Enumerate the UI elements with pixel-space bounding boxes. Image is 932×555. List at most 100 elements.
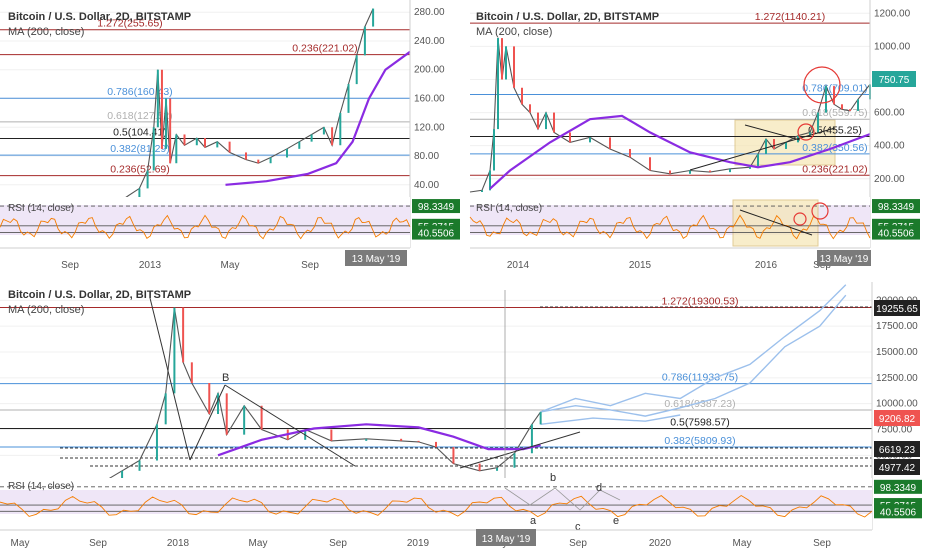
panel-3-wave-b-label: B xyxy=(222,372,229,384)
panel-3-projections xyxy=(540,284,847,425)
panel-2-date-badge-text: 13 May '19 xyxy=(820,254,869,265)
projection-line-2 xyxy=(540,414,681,425)
fib-label-0: 1.272(1140.21) xyxy=(755,11,825,23)
fib-label-0: 1.272(19300.53) xyxy=(661,296,738,308)
panel-2-ma-series xyxy=(489,114,871,190)
rsi-line xyxy=(0,494,873,518)
panel-3-subtitle: MA (200, close) xyxy=(8,304,84,316)
panel-3-wave-c: c xyxy=(575,521,581,533)
panel-3-ma-series xyxy=(217,423,541,457)
panel-2-fib-levels: 1.272(1140.21)0.786(709.01)0.618(559.75)… xyxy=(470,11,870,176)
price-tick-4: 10000.00 xyxy=(876,399,918,410)
panel-3-badge-top-text: 19255.65 xyxy=(876,304,918,315)
panel-2-grid xyxy=(470,12,870,180)
price-tick-6: 40.00 xyxy=(414,180,439,191)
rsi-badge-2 xyxy=(412,225,460,240)
panel-1-ma-series xyxy=(225,50,411,186)
panel-2-rsi-circle-small xyxy=(793,212,807,226)
price-tick-4: 120.00 xyxy=(414,122,445,133)
price-tick-3: 160.00 xyxy=(414,94,445,105)
rsi-badge-2 xyxy=(874,504,922,519)
ma-line xyxy=(489,114,871,190)
fib-label-0: 1.272(255.65) xyxy=(97,18,162,30)
panel-3: 1.272(19300.53) 0.786(11933.75) 0.618(9387… xyxy=(0,282,922,549)
projection-line-1 xyxy=(540,294,847,417)
panel-3-wave-e: e xyxy=(613,515,619,527)
price-tick-1: 1000.00 xyxy=(874,41,911,52)
panel-2-subtitle: MA (200, close) xyxy=(476,26,552,38)
rsi-badge-0 xyxy=(412,199,460,214)
time-tick-10: Sep xyxy=(813,538,831,549)
time-tick-2: 2016 xyxy=(755,260,778,271)
time-tick-9: May xyxy=(733,538,752,549)
rsi-badge-text-2: 40.5506 xyxy=(418,229,455,240)
panel-2-circle-annotation-small xyxy=(797,123,815,141)
panel-2-rsi: 98.334955.271540.5506 xyxy=(469,199,920,240)
time-tick-7: Sep xyxy=(569,538,587,549)
panel-2-time-axis: 201420152016Sep xyxy=(507,260,831,271)
fib-label-5: 0.382(81.29) xyxy=(110,143,170,155)
panel-3-date-badge xyxy=(476,529,536,546)
panel-2-current-price-text: 750.75 xyxy=(879,75,910,86)
panel-1-subtitle: MA (200, close) xyxy=(8,26,84,38)
price-tick-4: 400.00 xyxy=(874,141,905,152)
time-tick-2: 2018 xyxy=(167,538,190,549)
time-tick-0: Sep xyxy=(61,260,79,271)
rsi-line xyxy=(0,214,411,240)
price-tick-5: 7500.00 xyxy=(876,425,913,436)
ma-line xyxy=(217,423,541,457)
panel-2-trendline-lower xyxy=(689,127,836,171)
rsi-badge-text-0: 98.3349 xyxy=(418,202,455,213)
time-tick-1: Sep xyxy=(89,538,107,549)
fib-label-2: 0.618(9387.23) xyxy=(664,398,735,410)
fib-label-3: 0.5(455.25) xyxy=(808,125,862,137)
time-tick-1: 2015 xyxy=(629,260,652,271)
panel-3-trend-d xyxy=(459,431,581,469)
price-tick-1: 240.00 xyxy=(414,36,445,47)
rsi-line xyxy=(469,214,871,240)
panel-2-circle-annotation xyxy=(803,66,841,104)
fib-label-1: 0.786(11933.75) xyxy=(662,372,738,384)
price-tick-5: 80.00 xyxy=(414,151,439,162)
panel-3-wave-d: d xyxy=(596,482,602,494)
panel-1: 1.272(255.65)0.236(221.02)0.786(160.43)0… xyxy=(0,0,460,271)
time-tick-3: May xyxy=(249,538,268,549)
panel-3-badge-top xyxy=(874,300,920,316)
price-tick-0: 1200.00 xyxy=(874,8,911,19)
time-tick-5: 2019 xyxy=(407,538,430,549)
fib-label-4: 0.382(5809.93) xyxy=(664,435,735,447)
fib-label-1: 0.236(221.02) xyxy=(292,43,357,55)
panel-3-date-badge-text: 13 May '19 xyxy=(482,534,531,545)
panel-3-badge-low xyxy=(874,459,920,475)
time-tick-0: May xyxy=(11,538,30,549)
time-tick-1: 2013 xyxy=(139,260,162,271)
panel-2-title: Bitcoin / U.S. Dollar, 2D, BITSTAMP xyxy=(476,11,659,23)
panel-3-title: Bitcoin / U.S. Dollar, 2D, BITSTAMP xyxy=(8,289,191,301)
panel-2-current-price-badge xyxy=(872,71,916,87)
fib-label-4: 0.5(104.41) xyxy=(113,126,167,138)
price-tick-0: 280.00 xyxy=(414,7,445,18)
rsi-badge-0 xyxy=(874,479,922,494)
rsi-badge-2 xyxy=(872,225,920,240)
panel-3-grid xyxy=(0,299,872,456)
panel-3-time-axis: MaySep2018MaySep2019MaySep2020MaySep xyxy=(11,538,832,549)
panel-3-price-axis: 20000.0017500.0015000.0012500.0010000.00… xyxy=(876,295,918,461)
rsi-badge-text-0: 98.3349 xyxy=(878,202,915,213)
price-tick-2: 15000.00 xyxy=(876,347,918,358)
price-tick-1: 17500.00 xyxy=(876,321,918,332)
panel-3-fib-levels: 1.272(19300.53) 0.786(11933.75) 0.618(9387… xyxy=(0,296,872,448)
rsi-badge-text-2: 40.5506 xyxy=(878,229,915,240)
fib-label-3: 0.5(7598.57) xyxy=(670,416,730,428)
panel-2-rsi-label: RSI (14, close) xyxy=(476,203,542,214)
panel-2-price-series xyxy=(469,38,871,193)
fib-label-3: 0.618(127.52) xyxy=(107,110,172,122)
price-tick-2: 200.00 xyxy=(414,65,445,76)
fib-label-6: 0.236(52.69) xyxy=(110,164,170,176)
panel-3-trend-a xyxy=(149,297,191,461)
panel-1-date-badge-text: 13 May '19 xyxy=(352,254,401,265)
fib-label-5: 0.236(221.02) xyxy=(802,163,867,175)
panel-1-time-axis: Sep 2013 May Sep xyxy=(61,260,319,271)
panel-1-fib-levels: 1.272(255.65)0.236(221.02)0.786(160.43)0… xyxy=(0,18,410,177)
